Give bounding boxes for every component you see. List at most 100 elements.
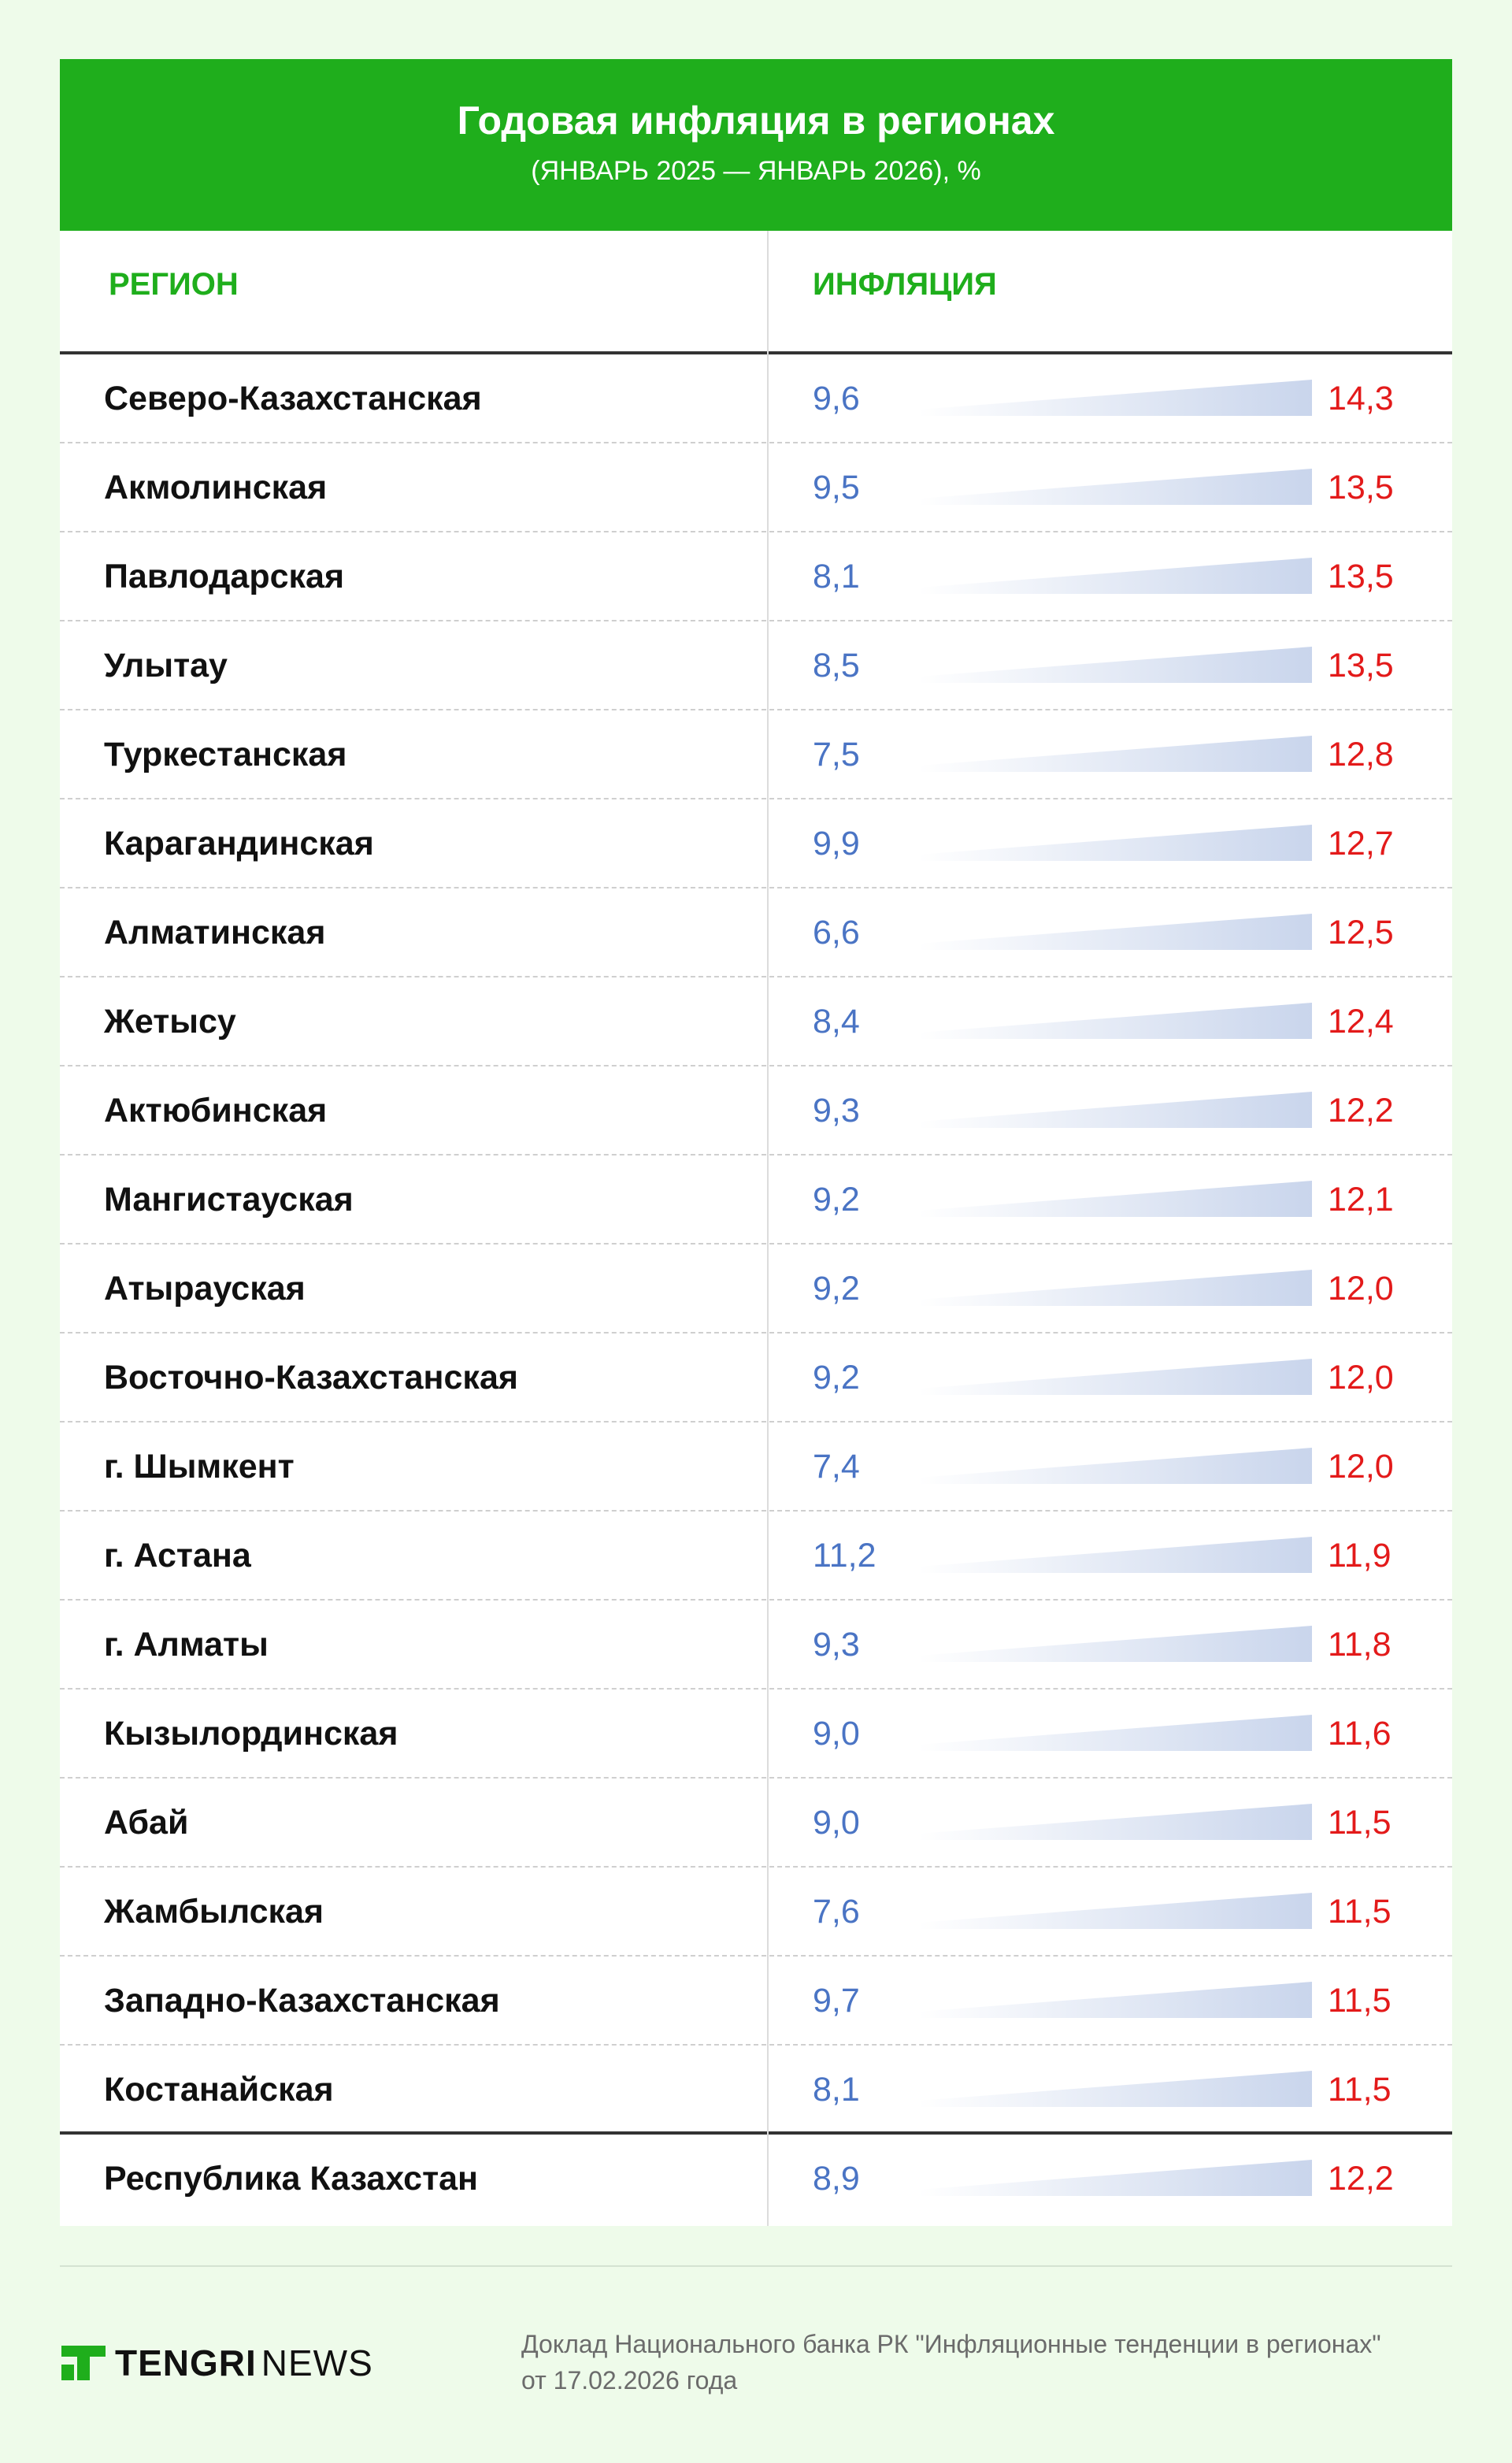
region-name: Костанайская: [104, 2071, 334, 2109]
inflation-2025-value: 9,2: [813, 1181, 860, 1219]
inflation-2025-value: 9,3: [813, 1626, 860, 1664]
inflation-2025-value: 7,5: [813, 736, 860, 773]
growth-wedge-shape: [918, 736, 1312, 772]
growth-wedge: [918, 1270, 1312, 1306]
region-name: Алматинская: [104, 914, 326, 951]
table-row: Жетысу 8,4 12,4: [60, 977, 1452, 1066]
inflation-2025-value: 9,3: [813, 1092, 860, 1129]
inflation-2026-value: 11,6: [1328, 1715, 1392, 1753]
table-row: Улытау 8,5 13,5: [60, 621, 1452, 710]
growth-wedge-shape: [918, 1804, 1312, 1840]
inflation-2025-value: 6,6: [813, 914, 860, 951]
inflation-2025-value: 7,6: [813, 1893, 860, 1931]
region-name: г. Шымкент: [104, 1448, 295, 1486]
column-headers: РЕГИОН ИНФЛЯЦИЯ: [60, 231, 1452, 354]
growth-wedge-shape: [918, 1359, 1312, 1395]
table-row: Атырауская 9,2 12,0: [60, 1244, 1452, 1334]
inflation-2026-value: 13,5: [1328, 558, 1394, 595]
growth-wedge-shape: [918, 1715, 1312, 1751]
region-name: Восточно-Казахстанская: [104, 1359, 518, 1397]
growth-wedge-shape: [918, 2071, 1312, 2107]
growth-wedge: [918, 1804, 1312, 1840]
growth-wedge: [918, 1537, 1312, 1573]
region-name: Кызылординская: [104, 1715, 398, 1753]
inflation-2026-value: 11,8: [1328, 1626, 1392, 1664]
region-name: Атырауская: [104, 1270, 306, 1308]
brand-name-news: NEWS: [261, 2342, 373, 2383]
inflation-2025-value: 8,5: [813, 647, 860, 684]
inflation-2026-value: 12,0: [1328, 1270, 1394, 1308]
inflation-2026-value: 12,7: [1328, 825, 1394, 862]
inflation-2025-value: 9,9: [813, 825, 860, 862]
growth-wedge-shape: [918, 1448, 1312, 1484]
growth-wedge-shape: [918, 1181, 1312, 1217]
growth-wedge: [918, 558, 1312, 594]
table-row: Костанайская 8,1 11,5: [60, 2046, 1452, 2135]
table-row: Туркестанская 7,5 12,8: [60, 710, 1452, 799]
region-name: Республика Казахстан: [104, 2160, 479, 2198]
inflation-2025-value: 9,2: [813, 1359, 860, 1397]
inflation-2026-value: 12,4: [1328, 1003, 1394, 1040]
inflation-2026-value: 12,2: [1328, 2160, 1394, 2198]
table-row: Акмолинская 9,5 13,5: [60, 443, 1452, 532]
region-name: Абай: [104, 1804, 189, 1842]
growth-wedge-shape: [918, 825, 1312, 861]
total-row: Республика Казахстан 8,9 12,2: [60, 2135, 1452, 2226]
inflation-2025-value: 9,2: [813, 1270, 860, 1308]
inflation-2026-value: 11,5: [1328, 1804, 1392, 1842]
table-row: г. Астана 11,2 11,9: [60, 1512, 1452, 1601]
tengri-logo-icon: [61, 2346, 106, 2380]
table-body: Северо-Казахстанская 9,6 14,3 Акмолинская 9,…: [60, 354, 1452, 2226]
growth-wedge-shape: [918, 558, 1312, 594]
table-row: Карагандинская 9,9 12,7: [60, 799, 1452, 888]
table-header: Годовая инфляция в регионах (ЯНВАРЬ 2025…: [60, 59, 1452, 231]
inflation-2026-value: 11,9: [1328, 1537, 1392, 1575]
table-row: Алматинская 6,6 12,5: [60, 888, 1452, 977]
region-name: г. Алматы: [104, 1626, 269, 1664]
growth-wedge: [918, 2160, 1312, 2196]
growth-wedge-shape: [918, 1893, 1312, 1929]
inflation-2026-value: 12,5: [1328, 914, 1394, 951]
source-note: Доклад Национального банка РК "Инфляцион…: [521, 2326, 1451, 2398]
growth-wedge-shape: [918, 1092, 1312, 1128]
growth-wedge: [918, 2071, 1312, 2107]
growth-wedge: [918, 736, 1312, 772]
inflation-2026-value: 14,3: [1328, 380, 1394, 417]
growth-wedge: [918, 1982, 1312, 2018]
brand-name-tengri: TENGRI: [115, 2342, 257, 2383]
table-row: Кызылординская 9,0 11,6: [60, 1690, 1452, 1779]
column-header-inflation: ИНФЛЯЦИЯ: [813, 267, 997, 302]
inflation-2025-value: 9,5: [813, 469, 860, 506]
growth-wedge: [918, 380, 1312, 416]
growth-wedge: [918, 647, 1312, 683]
table-row: Северо-Казахстанская 9,6 14,3: [60, 354, 1452, 443]
inflation-2025-value: 9,0: [813, 1804, 860, 1842]
region-name: Актюбинская: [104, 1092, 328, 1129]
growth-wedge: [918, 914, 1312, 950]
inflation-2026-value: 12,1: [1328, 1181, 1394, 1219]
inflation-2026-value: 11,5: [1328, 1893, 1392, 1931]
region-name: Западно-Казахстанская: [104, 1982, 500, 2020]
growth-wedge: [918, 1715, 1312, 1751]
inflation-2025-value: 9,6: [813, 380, 860, 417]
growth-wedge: [918, 1448, 1312, 1484]
tengri-news-logo: TENGRI NEWS: [61, 2339, 373, 2387]
region-name: Северо-Казахстанская: [104, 380, 482, 417]
growth-wedge: [918, 1092, 1312, 1128]
region-name: Жамбылская: [104, 1893, 324, 1931]
region-name: г. Астана: [104, 1537, 251, 1575]
region-name: Жетысу: [104, 1003, 236, 1040]
source-line-2: от 17.02.2026 года: [521, 2366, 738, 2394]
table-row: Абай 9,0 11,5: [60, 1779, 1452, 1868]
inflation-2026-value: 11,5: [1328, 2071, 1392, 2109]
table-row: Западно-Казахстанская 9,7 11,5: [60, 1957, 1452, 2046]
inflation-2025-value: 8,1: [813, 558, 860, 595]
table-row: г. Алматы 9,3 11,8: [60, 1601, 1452, 1690]
growth-wedge-shape: [918, 914, 1312, 950]
growth-wedge-shape: [918, 1537, 1312, 1573]
inflation-2025-value: 9,0: [813, 1715, 860, 1753]
table-row: г. Шымкент 7,4 12,0: [60, 1423, 1452, 1512]
column-header-region: РЕГИОН: [109, 267, 239, 302]
region-name: Улытау: [104, 647, 228, 684]
inflation-2026-value: 12,0: [1328, 1359, 1394, 1397]
